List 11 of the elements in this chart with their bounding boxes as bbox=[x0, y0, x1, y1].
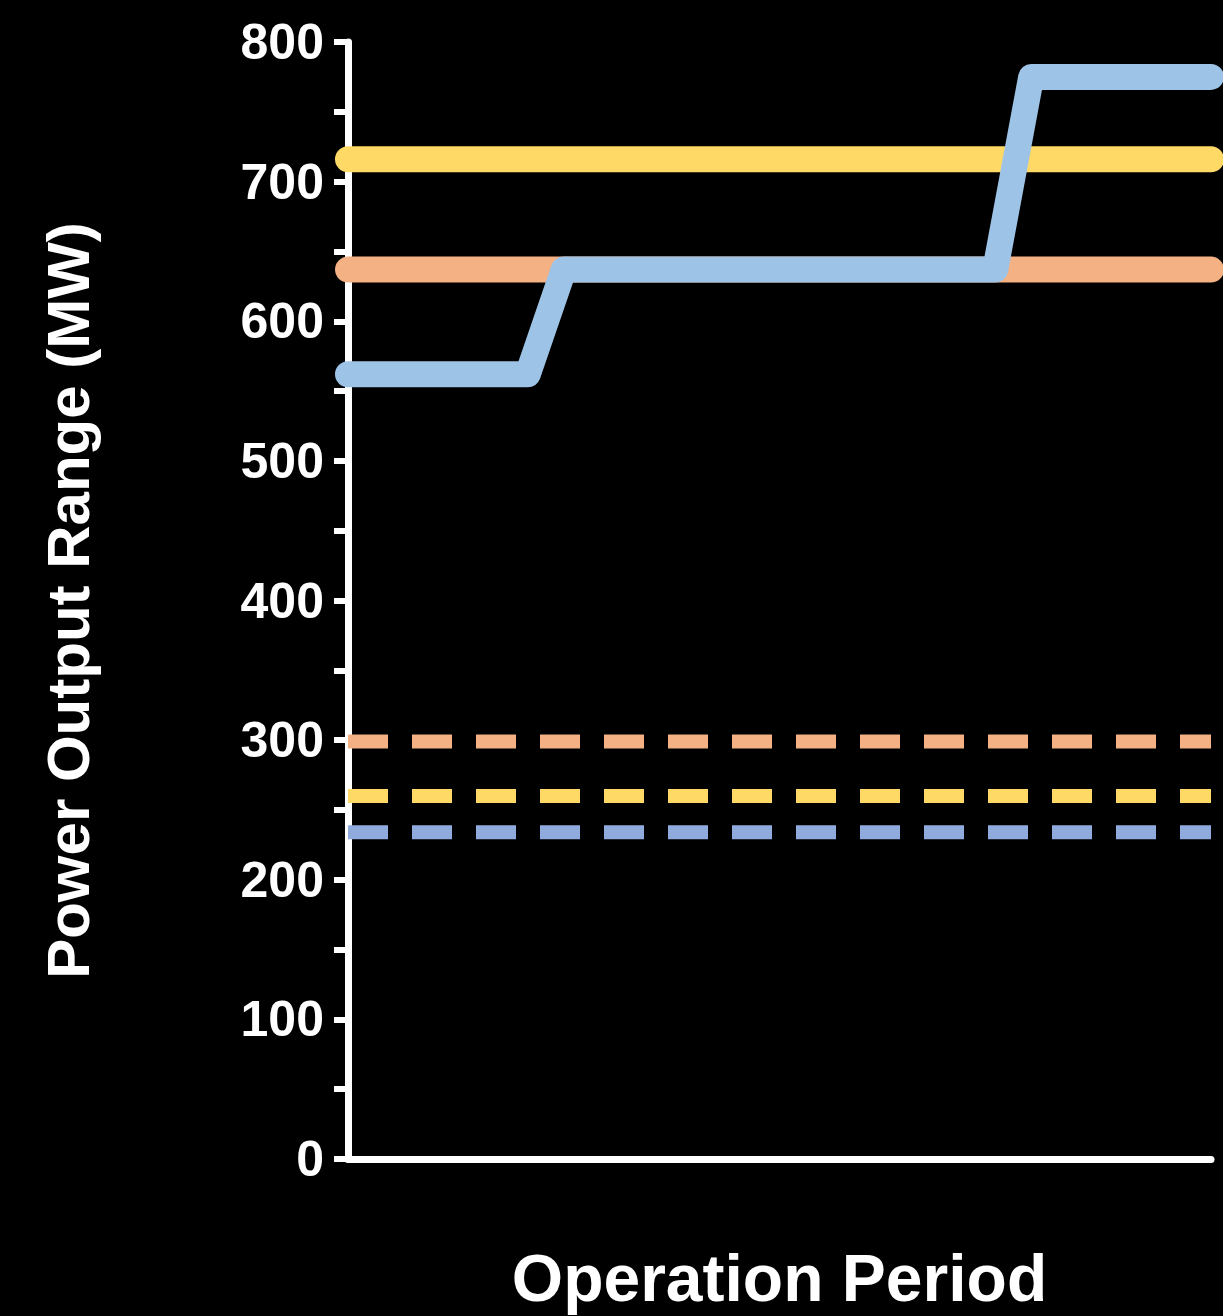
y-tick-label: 0 bbox=[296, 1131, 324, 1187]
y-tick-label: 600 bbox=[240, 293, 324, 350]
y-tick-label: 200 bbox=[240, 851, 324, 908]
y-tick-label: 300 bbox=[240, 712, 324, 769]
y-tick-label: 100 bbox=[240, 991, 324, 1048]
x-axis-title: Operation Period bbox=[511, 1241, 1048, 1315]
y-tick-label: 700 bbox=[240, 153, 324, 210]
y-tick-label: 500 bbox=[240, 432, 324, 489]
y-tick-label: 800 bbox=[240, 14, 324, 70]
y-tick-label: 400 bbox=[240, 572, 324, 629]
y-axis-title: Power Output Range (MW) bbox=[34, 222, 102, 979]
